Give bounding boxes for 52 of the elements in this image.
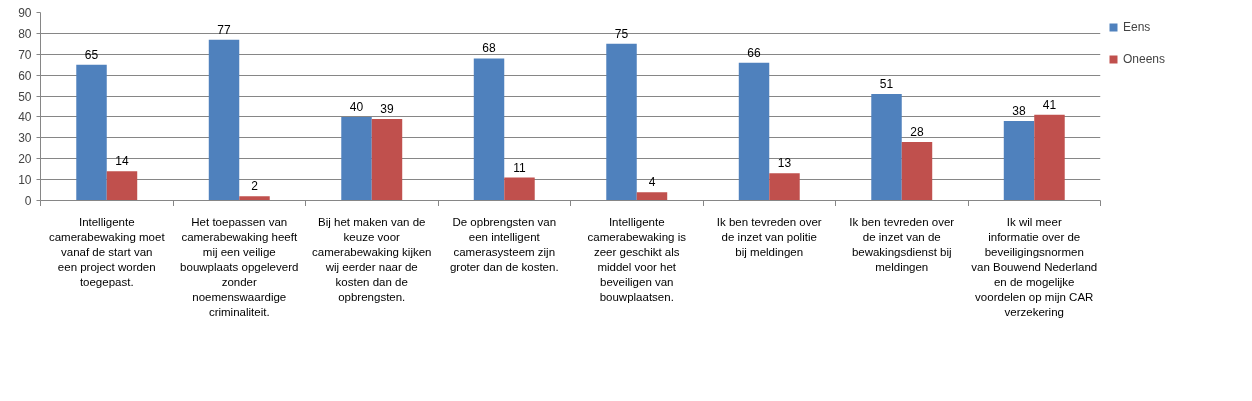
bar: [239, 196, 270, 201]
y-tick-label: 80: [18, 26, 32, 41]
data-label: 28: [910, 125, 924, 140]
bar: [901, 142, 933, 201]
data-label: 66: [747, 45, 762, 60]
data-label: 39: [380, 102, 394, 117]
y-tick-label: 90: [18, 6, 32, 20]
data-label: 68: [482, 41, 497, 56]
y-tick-label: 50: [18, 89, 32, 104]
data-label: 77: [217, 22, 232, 37]
x-tick-label: Ik wil meer informatie over de beveiligingsnormen van Bouwend Nederland en de mogelijke voordelen op mijn CAR verzekering: [971, 215, 1098, 318]
bar: [871, 93, 902, 201]
x-tick-label: Bij het maken van de keuze voor camerabewaking kijken wij eerder naar de kosten dan de opbrengsten.: [311, 215, 432, 303]
data-label: 51: [879, 76, 894, 91]
bar: [504, 177, 535, 201]
x-tick-label: Intelligente camerabewaking is zeer geschikt als middel voor het beveiligen van bouwplaatsen.: [587, 215, 687, 303]
bar: [606, 43, 637, 201]
y-tick-label: 10: [18, 173, 32, 188]
y-tick-label: 30: [18, 131, 32, 146]
y-tick-label: 40: [18, 110, 32, 125]
y-tick-label: 20: [18, 152, 32, 167]
bar: [636, 192, 668, 201]
y-tick-label: 60: [18, 68, 32, 83]
data-label: 65: [84, 47, 99, 62]
data-label: 75: [614, 26, 629, 41]
data-label: 2: [251, 179, 259, 194]
bar: [341, 116, 372, 201]
bar: [1003, 121, 1035, 201]
bar: [1034, 114, 1065, 201]
bar: [473, 58, 505, 201]
x-tick-label: De opbrengsten van een intelligent camerasysteem zijn groter dan de kosten.: [449, 215, 559, 273]
legend-label: Eens: [1123, 20, 1151, 34]
bar: [769, 173, 800, 201]
x-tick-label: Ik ben tevreden over de inzet van de bewakingsdienst bij meldingen: [849, 215, 955, 273]
bar: [371, 119, 403, 201]
y-tick-label: 70: [18, 47, 32, 62]
data-label: 4: [648, 175, 656, 190]
x-tick-label: Het toepassen van camerabewaking heeft mij een veilige bouwplaats opgeleverd zonder noemenswaardige criminaliteit.: [180, 215, 299, 318]
data-label: 11: [513, 160, 527, 175]
y-tick-label: 0: [24, 194, 32, 208]
x-tick-label: Ik ben tevreden over de inzet van politie bij meldingen: [716, 215, 822, 258]
data-label: 13: [777, 156, 792, 171]
bar: [106, 171, 138, 201]
legend-label: Oneens: [1123, 52, 1166, 66]
data-label: 38: [1012, 104, 1027, 119]
data-label: 41: [1042, 97, 1057, 112]
x-tick-label: Intelligente camerabewaking moet vanaf de start van een project worden toegepast.: [48, 215, 166, 288]
bar: [76, 64, 107, 201]
data-label: 40: [349, 99, 364, 114]
data-label: 14: [115, 154, 129, 169]
bar: [738, 62, 770, 201]
bar: [208, 39, 240, 201]
